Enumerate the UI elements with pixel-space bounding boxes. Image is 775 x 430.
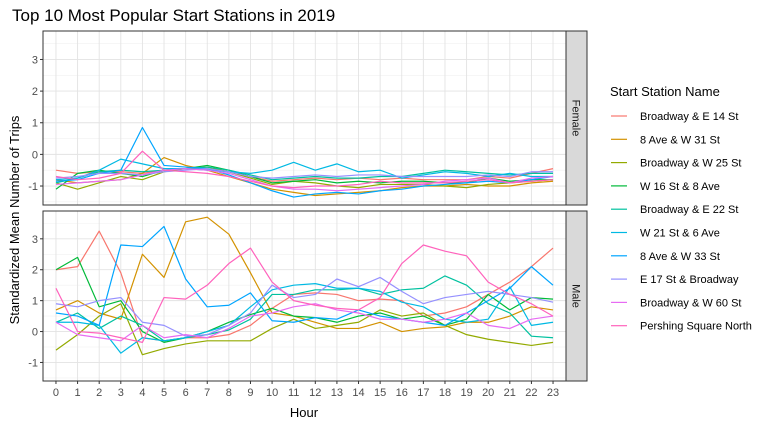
- legend-item-e-17-st-and-broadway: E 17 St & Broadway: [611, 274, 739, 286]
- y-tick-label: 0: [32, 327, 38, 339]
- x-tick-label: 16: [396, 387, 408, 399]
- legend-item-broadway-and-w-60-st: Broadway & W 60 St: [611, 297, 742, 309]
- x-tick-label: 6: [183, 387, 189, 399]
- series-line-male-broadway-and-w-25-st: [55, 303, 554, 356]
- x-tick-label: 22: [525, 387, 537, 399]
- y-tick-label: 2: [32, 86, 38, 98]
- x-tick-label: 13: [331, 387, 343, 399]
- x-tick-label: 23: [547, 387, 559, 399]
- x-tick-label: 10: [266, 387, 278, 399]
- chart-title: Top 10 Most Popular Start Stations in 20…: [12, 6, 335, 25]
- legend-label: 8 Ave & W 31 St: [640, 134, 720, 146]
- x-tick-label: 15: [374, 387, 386, 399]
- panel-female: -1 0 1 2 3 Female: [28, 30, 588, 206]
- y-tick-label: -1: [28, 357, 38, 369]
- x-tick-label: 5: [161, 387, 167, 399]
- facet-strip: [565, 210, 588, 382]
- series-line-male-8-ave-and-w-33-st: [55, 225, 554, 326]
- x-tick-label: 17: [417, 387, 429, 399]
- series-line-female-broadway-and-e-22-st: [55, 166, 554, 184]
- x-tick-label: 0: [53, 387, 59, 399]
- y-tick-label: 1: [32, 296, 38, 308]
- x-tick-label: 3: [118, 387, 124, 399]
- x-tick-label: 12: [309, 387, 321, 399]
- y-axis-label: Standardized Mean Number of Trips: [7, 115, 22, 324]
- legend-item-broadway-and-e-22-st: Broadway & E 22 St: [611, 204, 738, 216]
- y-tick-label: 3: [32, 234, 38, 246]
- legend-label: 8 Ave & W 33 St: [640, 251, 720, 263]
- legend-label: Broadway & W 60 St: [640, 297, 742, 309]
- legend-item-broadway-and-e-14-st: Broadway & E 14 St: [611, 111, 738, 123]
- x-tick-label: 9: [247, 387, 253, 399]
- y-tick-label: 1: [32, 118, 38, 130]
- x-tick-label: 8: [226, 387, 232, 399]
- series-line-male-e-17-st-and-broadway: [55, 276, 554, 337]
- legend-label: Broadway & E 22 St: [640, 204, 738, 216]
- legend-label: W 21 St & 6 Ave: [640, 228, 720, 240]
- series-line-male-w-21-st-and-6-ave: [55, 283, 554, 354]
- series-line-male-broadway-and-w-60-st: [55, 303, 554, 342]
- legend-item-broadway-and-w-25-st: Broadway & W 25 St: [611, 158, 742, 170]
- facet-label-male: Male: [570, 284, 582, 308]
- series-line-male-pershing-square-north: [55, 244, 554, 343]
- y-tick-label: 3: [32, 54, 38, 66]
- legend-label: E 17 St & Broadway: [640, 274, 739, 286]
- y-tick-label: 0: [32, 149, 38, 161]
- x-tick-label: 18: [439, 387, 451, 399]
- y-tick-label: -1: [28, 181, 38, 193]
- y-tick-label: 2: [32, 265, 38, 277]
- series-line-female-pershing-square-north: [55, 150, 554, 189]
- legend-item-8-ave-and-w-31-st: 8 Ave & W 31 St: [611, 134, 720, 146]
- series-line-female-broadway-and-w-25-st: [55, 166, 554, 190]
- series-line-female-broadway-and-w-60-st: [55, 168, 554, 192]
- series-line-female-w-21-st-and-6-ave: [55, 158, 554, 181]
- legend-label: W 16 St & 8 Ave: [640, 181, 720, 193]
- series-line-male-broadway-and-e-22-st: [55, 275, 554, 342]
- legend-item-w-16-st-and-8-ave: W 16 St & 8 Ave: [611, 181, 720, 193]
- x-tick-label: 14: [352, 387, 364, 399]
- panels: -1 0 1 2 3 Female -1 0 1 2 3 Male: [28, 30, 588, 382]
- legend-label: Pershing Square North: [640, 321, 752, 333]
- x-tick-label: 4: [139, 387, 145, 399]
- x-tick-label: 21: [504, 387, 516, 399]
- legend: Broadway & E 14 St 8 Ave & W 31 St Broadwa…: [611, 111, 752, 333]
- legend-item-w-21-st-and-6-ave: W 21 St & 6 Ave: [611, 228, 720, 240]
- legend-title: Start Station Name: [610, 84, 720, 99]
- panel-male: -1 0 1 2 3 Male: [28, 210, 588, 382]
- facet-label-female: Female: [570, 100, 582, 137]
- x-tick-label: 11: [288, 387, 299, 399]
- legend-item-8-ave-and-w-33-st: 8 Ave & W 33 St: [611, 251, 720, 263]
- facet-strip: [565, 30, 588, 206]
- x-tick-label: 2: [96, 387, 102, 399]
- legend-label: Broadway & E 14 St: [640, 111, 738, 123]
- x-tick-label: 1: [75, 387, 81, 399]
- x-tick-label: 20: [482, 387, 494, 399]
- series-line-female-e-17-st-and-broadway: [55, 168, 554, 179]
- x-tick-label: 7: [204, 387, 210, 399]
- x-axis-label: Hour: [290, 405, 319, 420]
- legend-item-pershing-square-north: Pershing Square North: [611, 321, 752, 333]
- x-axis: 0 1 2 3 4 5 6 7 8 9 10 11 12 13 14 15 16 17 18 19 20 21 22 23: [53, 381, 559, 399]
- legend-label: Broadway & W 25 St: [640, 158, 742, 170]
- series-line-female-8-ave-and-w-33-st: [55, 126, 554, 198]
- x-tick-label: 19: [460, 387, 472, 399]
